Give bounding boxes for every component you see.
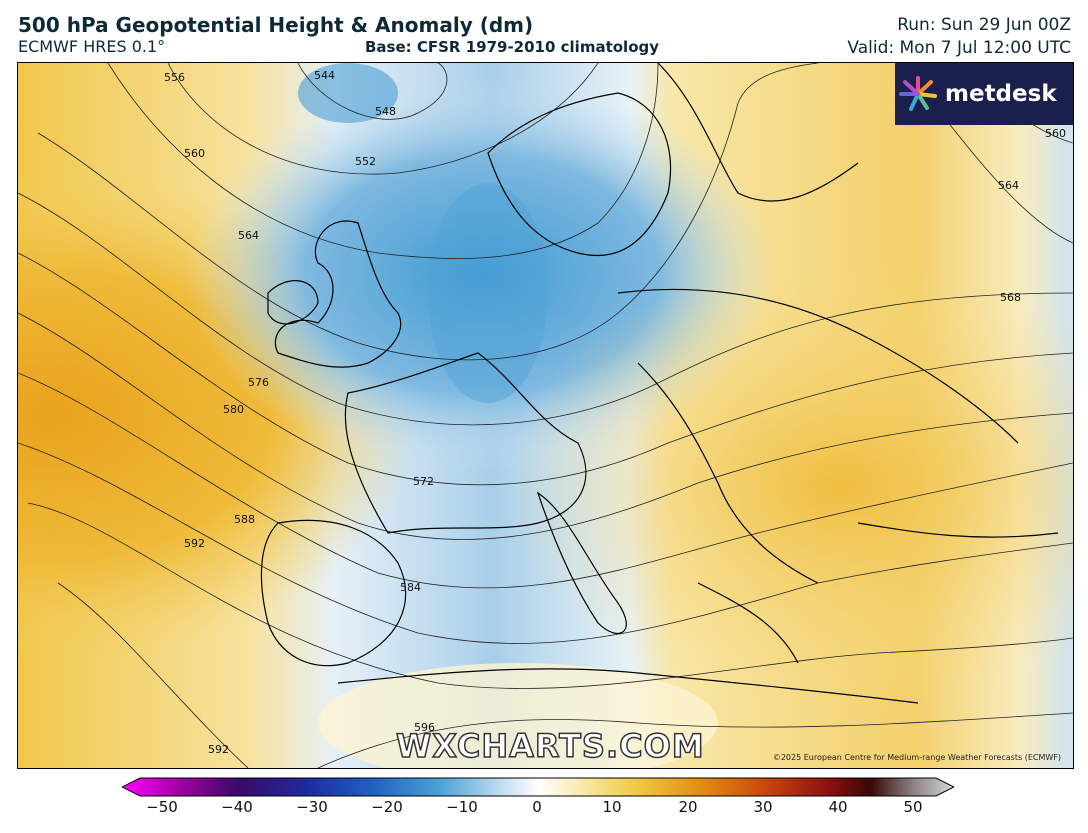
colorbar-tick: −30 (296, 798, 328, 816)
colorbar-tick: −10 (446, 798, 478, 816)
black-sea-coast (857, 522, 1059, 538)
wxcharts-watermark: WXCHARTS.COM (395, 726, 705, 766)
colorbar-tick: 20 (678, 798, 698, 816)
colorbar-tick: −20 (371, 798, 403, 816)
chart-title: 500 hPa Geopotential Height & Anomaly (d… (18, 13, 534, 37)
anomaly-map: 544 548 552 556 560 564 572 576 580 584 … (18, 63, 1073, 768)
eastern-border-line (617, 288, 1019, 444)
contour-label: 544 (314, 69, 335, 82)
valid-time-label: Valid: Mon 7 Jul 12:00 UTC (847, 38, 1071, 58)
balkan-border-line (637, 362, 819, 584)
greece-outline (697, 582, 799, 664)
contour-label: 548 (375, 105, 396, 118)
contour-label: 560 (1045, 127, 1066, 140)
colorbar-graphic (120, 777, 956, 797)
warm-anomaly-east (18, 63, 1073, 768)
north-africa-coast (337, 668, 919, 704)
baltic-coast (657, 63, 859, 202)
contour-label: 552 (355, 155, 376, 168)
colorbar-ticks: −50 −40 −30 −20 −10 0 10 20 30 40 50 (0, 798, 1088, 818)
contour-label: 564 (998, 179, 1019, 192)
contour-label: 568 (1000, 291, 1021, 304)
low-center-north (298, 63, 398, 123)
climatology-base-label: Base: CFSR 1979-2010 climatology (365, 38, 660, 56)
contour-label: 556 (164, 71, 185, 84)
logo-text: metdesk (945, 81, 1057, 107)
colorbar (120, 776, 956, 798)
iberia-outline (260, 519, 407, 667)
france-outline (344, 352, 587, 534)
colorbar-tick: 40 (828, 798, 848, 816)
model-label: ECMWF HRES 0.1° (18, 37, 166, 56)
metdesk-logo[interactable]: metdesk (895, 63, 1073, 125)
contour-label: 572 (413, 475, 434, 488)
colorbar-tick: 0 (532, 798, 542, 816)
contour-label: 564 (238, 229, 259, 242)
colorbar-tick: −40 (221, 798, 253, 816)
contour-label: 580 (223, 403, 244, 416)
contour-label: 560 (184, 147, 205, 160)
map-panel[interactable]: 544 548 552 556 560 564 572 576 580 584 … (17, 62, 1074, 769)
colorbar-tick: −50 (146, 798, 178, 816)
ireland-outline (267, 280, 319, 325)
north-africa-neutral (318, 663, 718, 768)
contour-label: 588 (234, 513, 255, 526)
contour-label: 584 (400, 581, 421, 594)
run-time-label: Run: Sun 29 Jun 00Z (897, 15, 1071, 35)
colorbar-tick: 30 (753, 798, 773, 816)
contour-label: 576 (248, 376, 269, 389)
colorbar-tick: 50 (903, 798, 923, 816)
italy-outline (536, 491, 627, 634)
scandinavia-outline (487, 92, 672, 257)
flower-burst-icon (899, 76, 937, 111)
contour-label: 592 (208, 743, 229, 756)
colorbar-tick: 10 (602, 798, 622, 816)
geopotential-contours (18, 63, 1073, 768)
trough-core (428, 183, 548, 403)
coastlines-and-borders (260, 63, 1059, 704)
contour-label: 592 (184, 537, 205, 550)
contour-labels: 544 548 552 556 560 564 572 576 580 584 … (164, 69, 1066, 756)
british-isles-outline (274, 220, 402, 368)
contour-label: 596 (414, 721, 435, 734)
copyright-notice: ©2025 European Centre for Medium-range W… (772, 753, 1061, 762)
